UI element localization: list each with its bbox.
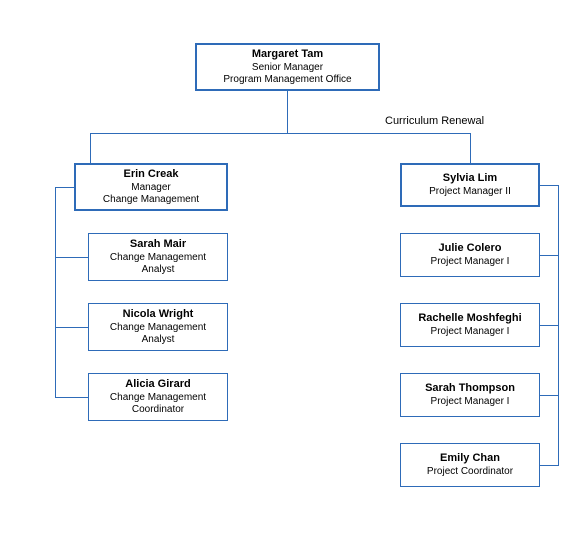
org-chart-edge bbox=[470, 133, 471, 163]
node-name: Sylvia Lim bbox=[443, 172, 497, 185]
org-chart-edge bbox=[540, 185, 559, 186]
node-title: Coordinator bbox=[132, 404, 184, 416]
node-title: Manager bbox=[131, 182, 170, 194]
org-chart-node: Nicola WrightChange ManagementAnalyst bbox=[88, 303, 228, 351]
node-title: Project Coordinator bbox=[427, 466, 513, 478]
node-name: Erin Creak bbox=[123, 168, 178, 181]
org-chart-edge bbox=[55, 327, 88, 328]
node-title: Project Manager I bbox=[431, 396, 510, 408]
org-chart-edge bbox=[90, 133, 470, 134]
org-chart-edge bbox=[287, 91, 288, 133]
node-title: Project Manager II bbox=[429, 186, 511, 198]
org-chart-node: Margaret TamSenior ManagerProgram Manage… bbox=[195, 43, 380, 91]
node-name: Sarah Mair bbox=[130, 238, 186, 251]
node-title: Change Management bbox=[110, 392, 206, 404]
node-title: Senior Manager bbox=[252, 62, 323, 74]
org-chart-node: Sylvia LimProject Manager II bbox=[400, 163, 540, 207]
org-chart-edge bbox=[55, 397, 88, 398]
node-title: Project Manager I bbox=[431, 256, 510, 268]
org-chart-edge bbox=[540, 395, 559, 396]
node-title: Change Management bbox=[110, 322, 206, 334]
org-chart-edge bbox=[55, 257, 88, 258]
org-chart-node: Sarah ThompsonProject Manager I bbox=[400, 373, 540, 417]
org-chart-edge bbox=[90, 133, 91, 163]
node-name: Julie Colero bbox=[439, 242, 502, 255]
org-chart-edge bbox=[55, 187, 74, 188]
org-chart-edge bbox=[540, 325, 559, 326]
org-chart-edge bbox=[540, 465, 559, 466]
node-title: Analyst bbox=[142, 264, 175, 276]
node-name: Rachelle Moshfeghi bbox=[418, 312, 521, 325]
node-title: Program Management Office bbox=[223, 74, 351, 86]
node-name: Nicola Wright bbox=[123, 308, 194, 321]
org-chart-node: Rachelle MoshfeghiProject Manager I bbox=[400, 303, 540, 347]
org-chart-edge bbox=[540, 255, 559, 256]
node-name: Margaret Tam bbox=[252, 48, 323, 61]
org-chart-node: Alicia GirardChange ManagementCoordinato… bbox=[88, 373, 228, 421]
node-name: Alicia Girard bbox=[125, 378, 190, 391]
node-title: Project Manager I bbox=[431, 326, 510, 338]
org-chart-node: Erin CreakManagerChange Management bbox=[74, 163, 228, 211]
node-name: Sarah Thompson bbox=[425, 382, 515, 395]
org-chart-node: Sarah MairChange ManagementAnalyst bbox=[88, 233, 228, 281]
org-chart-node: Julie ColeroProject Manager I bbox=[400, 233, 540, 277]
node-title: Change Management bbox=[103, 194, 199, 206]
annotation-label: Curriculum Renewal bbox=[385, 115, 484, 127]
node-name: Emily Chan bbox=[440, 452, 500, 465]
node-title: Change Management bbox=[110, 252, 206, 264]
org-chart-node: Emily ChanProject Coordinator bbox=[400, 443, 540, 487]
org-chart-edge bbox=[55, 187, 56, 397]
node-title: Analyst bbox=[142, 334, 175, 346]
